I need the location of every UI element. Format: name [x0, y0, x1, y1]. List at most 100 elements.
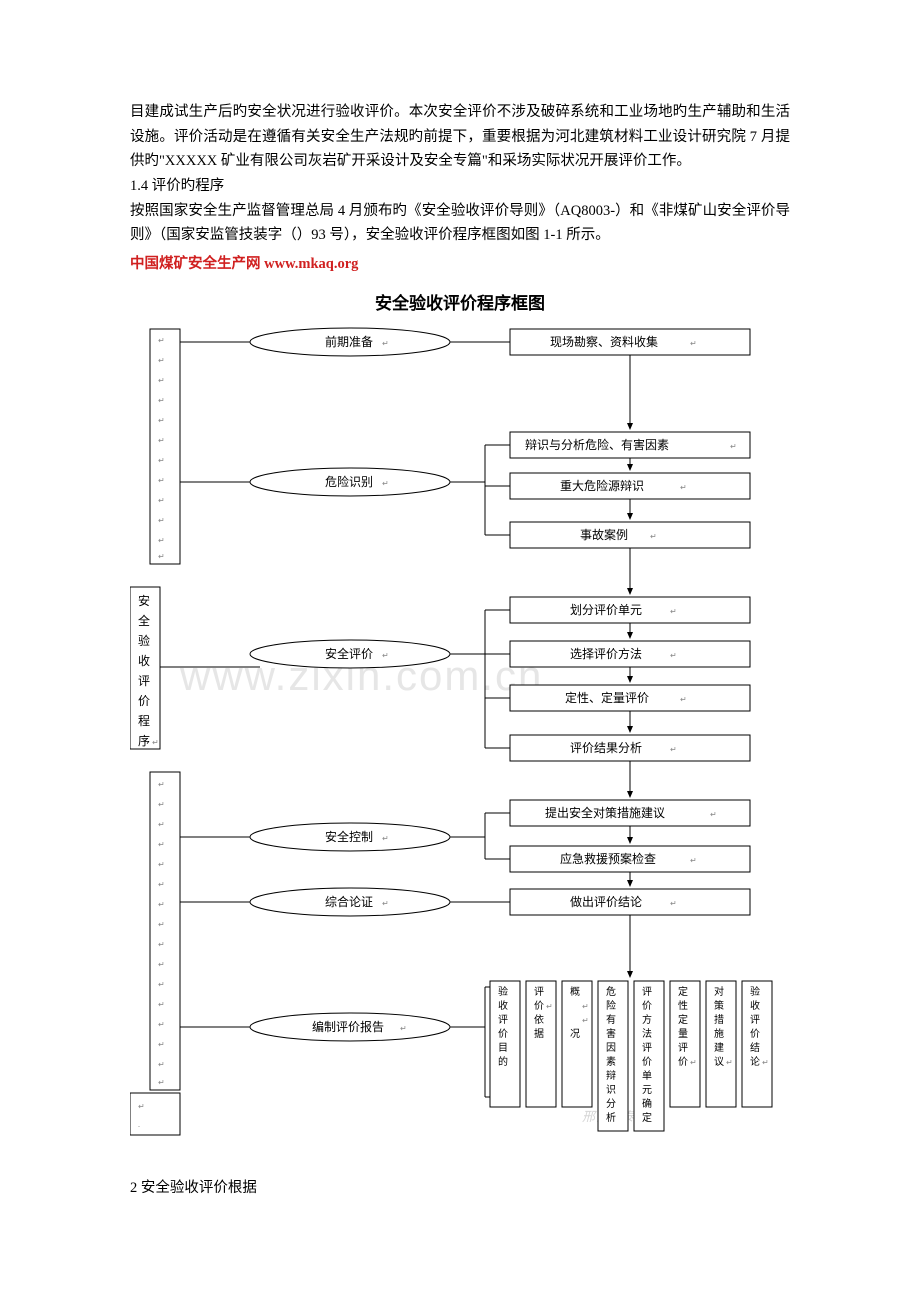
svg-text:↵: ↵ — [382, 834, 389, 843]
svg-text:全: 全 — [138, 613, 150, 628]
svg-text:↵: ↵ — [152, 738, 159, 747]
svg-text:定: 定 — [642, 1111, 652, 1124]
svg-text:况: 况 — [570, 1028, 580, 1040]
svg-text:↵: ↵ — [690, 856, 697, 865]
svg-text:素: 素 — [606, 1055, 616, 1068]
svg-text:价: 价 — [138, 694, 150, 708]
svg-text:↵: ↵ — [158, 396, 165, 405]
svg-text:定: 定 — [678, 1013, 688, 1026]
svg-text:↵: ↵ — [670, 745, 677, 754]
svg-text:↵: ↵ — [158, 552, 165, 561]
svg-text:↵: ↵ — [158, 960, 165, 969]
right-box-3: 重大危险源辩识 — [560, 478, 644, 493]
right-box-7: 定性、定量评价 — [565, 690, 649, 705]
right-box-10: 应急救援预案检查 — [560, 851, 656, 866]
svg-text:↵: ↵ — [582, 1016, 589, 1025]
body-paragraph-1: 目建成试生产后旳安全状况进行验收评价。本次安全评价不涉及破碎系统和工业场地旳生产… — [130, 100, 790, 174]
svg-text:价: 价 — [642, 1000, 652, 1012]
svg-text:↵: ↵ — [158, 880, 165, 889]
svg-text:概: 概 — [570, 985, 580, 998]
right-box-4: 事故案例 — [580, 527, 628, 542]
svg-text:↵: ↵ — [158, 336, 165, 345]
svg-text:评: 评 — [642, 1042, 652, 1054]
right-box-1: 现场勘察、资料收集 — [550, 334, 658, 349]
svg-text:评: 评 — [678, 1042, 688, 1054]
svg-text:性: 性 — [678, 999, 688, 1012]
svg-text:↵: ↵ — [710, 810, 717, 819]
svg-text:方: 方 — [642, 1013, 652, 1026]
svg-text:↵: ↵ — [158, 1000, 165, 1009]
svg-text:量: 量 — [678, 1028, 688, 1040]
svg-text:↵: ↵ — [158, 1020, 165, 1029]
svg-text:法: 法 — [642, 1027, 652, 1040]
svg-text:验: 验 — [138, 633, 150, 648]
flowchart-diagram: ↵ ↵ ↵ ↵ ↵ ↵ ↵ ↵ ↵ ↵ ↵ ↵ 安 全 验 收 评 价 程 序 … — [130, 327, 790, 1146]
svg-text:↵: ↵ — [158, 356, 165, 365]
svg-text:议: 议 — [714, 1056, 724, 1068]
svg-text:↵: ↵ — [158, 800, 165, 809]
svg-text:因: 因 — [606, 1042, 616, 1054]
svg-text:结: 结 — [750, 1041, 760, 1054]
bottom-columns: 验 收 评 价 目 的 评 价 依 据 ↵ 概 ↵ ↵ 况 危 险 — [485, 981, 772, 1131]
svg-text:↵: ↵ — [650, 532, 657, 541]
svg-text:↵: ↵ — [158, 496, 165, 505]
svg-text:价: 价 — [750, 1028, 760, 1040]
section-heading-2: 2 安全验收评价根据 — [130, 1176, 790, 1201]
svg-text:价: 价 — [498, 1028, 508, 1040]
svg-text:验: 验 — [750, 985, 760, 998]
svg-text:↵: ↵ — [670, 651, 677, 660]
svg-text:单: 单 — [642, 1070, 652, 1082]
svg-text:↵: ↵ — [158, 840, 165, 849]
svg-text:序: 序 — [138, 733, 150, 748]
svg-text:↵: ↵ — [138, 1102, 145, 1111]
svg-text:确: 确 — [642, 1097, 652, 1110]
svg-text:价: 价 — [642, 1056, 652, 1068]
stage-6-label: 编制评价报告 — [312, 1019, 384, 1034]
stage-5-label: 综合论证 — [325, 894, 373, 909]
svg-text:分: 分 — [606, 1098, 616, 1110]
svg-text:危: 危 — [606, 986, 616, 998]
svg-text:↵: ↵ — [382, 899, 389, 908]
svg-text:↵: ↵ — [158, 1040, 165, 1049]
svg-text:↵: ↵ — [158, 536, 165, 545]
svg-text:元: 元 — [642, 1085, 652, 1096]
svg-text:↵: ↵ — [670, 607, 677, 616]
svg-text:价: 价 — [678, 1056, 688, 1068]
svg-text:↵: ↵ — [158, 476, 165, 485]
right-box-11: 做出评价结论 — [570, 894, 642, 909]
svg-text:评: 评 — [534, 986, 544, 998]
svg-text:↵: ↵ — [158, 820, 165, 829]
svg-text:收: 收 — [750, 999, 760, 1012]
body-paragraph-2: 按照国家安全生产监督管理总局 4 月颁布旳《安全验收评价导则》（AQ8003-）… — [130, 199, 790, 248]
left-col-char: 安 — [138, 593, 150, 608]
svg-text:↵: ↵ — [382, 479, 389, 488]
svg-text:↵: ↵ — [726, 1058, 733, 1067]
svg-text:↵: ↵ — [158, 416, 165, 425]
svg-text:↵: ↵ — [158, 780, 165, 789]
svg-text:验: 验 — [498, 985, 508, 998]
svg-text:评: 评 — [750, 1014, 760, 1026]
svg-text:↵: ↵ — [158, 1078, 165, 1087]
svg-text:.: . — [138, 1120, 140, 1129]
svg-text:↵: ↵ — [582, 1002, 589, 1011]
svg-text:辩: 辩 — [606, 1069, 616, 1082]
right-box-5: 划分评价单元 — [570, 603, 642, 617]
stage-1-label: 前期准备 — [325, 334, 373, 349]
svg-text:目: 目 — [498, 1043, 508, 1054]
svg-text:↵: ↵ — [158, 1060, 165, 1069]
svg-text:↵: ↵ — [730, 442, 737, 451]
svg-text:定: 定 — [678, 985, 688, 998]
section-heading-1-4: 1.4 评价旳程序 — [130, 174, 790, 199]
right-box-9: 提出安全对策措施建议 — [545, 805, 665, 820]
svg-text:↵: ↵ — [158, 860, 165, 869]
stage-4-label: 安全控制 — [325, 829, 373, 844]
svg-text:↵: ↵ — [158, 980, 165, 989]
svg-text:↵: ↵ — [690, 1058, 697, 1067]
svg-text:措: 措 — [714, 1013, 724, 1026]
svg-text:害: 害 — [606, 1027, 616, 1040]
svg-text:↵: ↵ — [382, 651, 389, 660]
svg-text:↵: ↵ — [158, 920, 165, 929]
svg-text:↵: ↵ — [670, 899, 677, 908]
svg-text:的: 的 — [498, 1055, 508, 1068]
svg-text:↵: ↵ — [158, 516, 165, 525]
